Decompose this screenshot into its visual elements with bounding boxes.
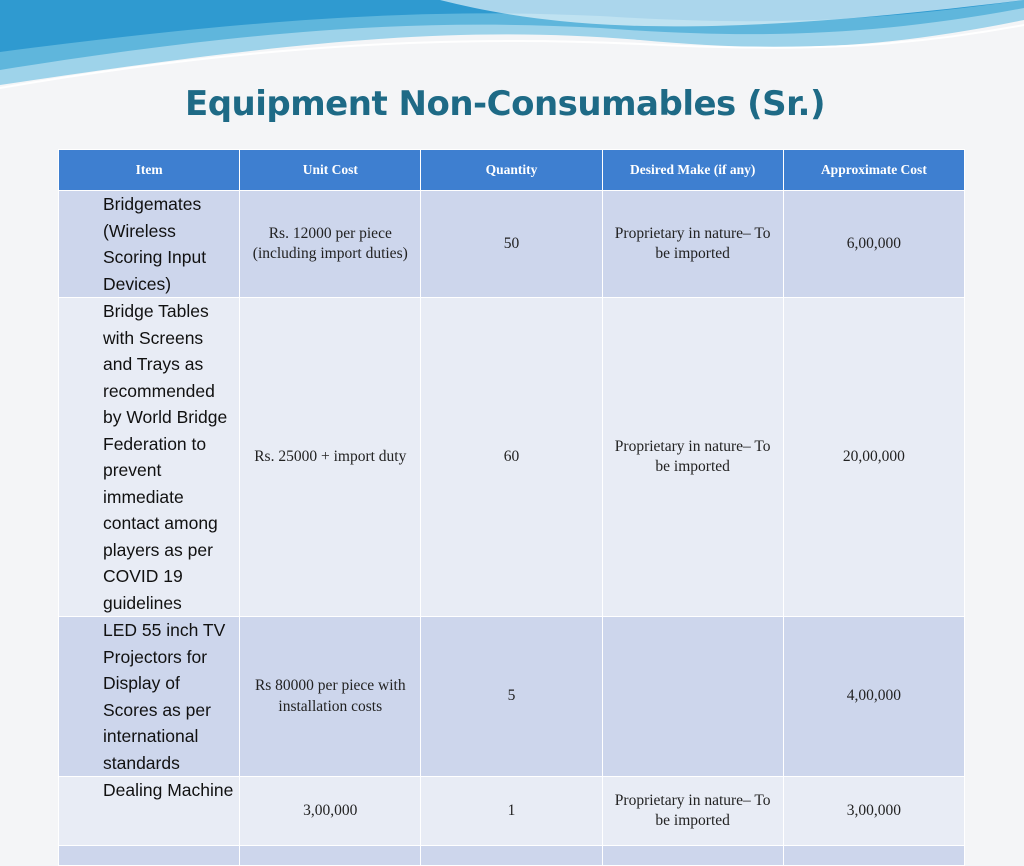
unit-cost-cell: Rs. 12000 per piece (including import du… [239,190,422,298]
desired-make-cell: Proprietary in nature– To be imported [601,190,784,298]
empty-cell [57,845,241,866]
wave-line [0,24,1024,89]
empty-cell [782,845,966,866]
unit-cost-cell: 3,00,000 [239,776,422,846]
approximate-cost-cell: 3,00,000 [782,776,966,846]
item-cell: Bridge Tables with Screens and Trays as … [57,297,241,617]
desired-make-cell [601,616,784,777]
empty-cell [420,845,603,866]
approximate-cost-cell: 4,00,000 [782,616,966,777]
quantity-cell: 60 [420,297,603,617]
unit-cost-cell: Rs. 25000 + import duty [239,297,422,617]
header-decoration [0,0,1024,89]
empty-cell [239,845,422,866]
table-row [57,845,966,866]
quantity-cell: 5 [420,616,603,777]
quantity-cell: 50 [420,190,603,298]
header-cell: Approximate Cost [782,149,966,191]
item-cell: Bridgemates (Wireless Scoring Input Devi… [57,190,241,298]
equipment-table: Item Unit Cost Quantity Desired Make (if… [57,149,966,866]
item-cell: LED 55 inch TV Projectors for Display of… [57,616,241,777]
desired-make-cell: Proprietary in nature– To be imported [601,776,784,846]
table-row: Bridgemates (Wireless Scoring Input Devi… [57,190,966,298]
header-row: Item Unit Cost Quantity Desired Make (if… [57,149,966,191]
table-row: Bridge Tables with Screens and Trays as … [57,297,966,617]
slide-title: Equipment Non-Consumables (Sr.) [184,84,826,124]
header-cell: Quantity [420,149,603,191]
header-cell: Desired Make (if any) [601,149,784,191]
wave-highlight [440,0,1024,27]
table-row: Dealing Machine 3,00,000 1 Proprietary i… [57,776,966,846]
desired-make-cell: Proprietary in nature– To be imported [601,297,784,617]
unit-cost-cell: Rs 80000 per piece with installation cos… [239,616,422,777]
table-row: LED 55 inch TV Projectors for Display of… [57,616,966,777]
header-cell: Item [57,149,241,191]
header-cell: Unit Cost [239,149,422,191]
approximate-cost-cell: 6,00,000 [782,190,966,298]
item-cell: Dealing Machine [57,776,241,846]
empty-cell [601,845,784,866]
quantity-cell: 1 [420,776,603,846]
approximate-cost-cell: 20,00,000 [782,297,966,617]
